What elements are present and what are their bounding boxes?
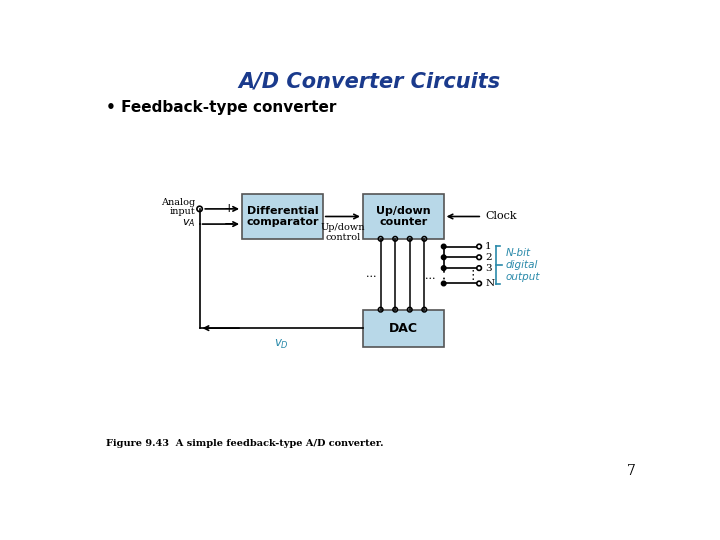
Text: N-bit
digital
output: N-bit digital output: [505, 248, 540, 281]
Circle shape: [441, 266, 446, 271]
Text: Clock: Clock: [485, 212, 517, 221]
Text: input: input: [170, 207, 196, 215]
Text: $v_D$: $v_D$: [274, 338, 289, 351]
Text: 3: 3: [485, 264, 492, 273]
Text: DAC: DAC: [389, 322, 418, 335]
Text: Up/down
control: Up/down control: [320, 222, 365, 242]
Text: −: −: [224, 218, 234, 231]
Text: 1: 1: [485, 242, 492, 251]
Bar: [363, 309, 444, 347]
Circle shape: [441, 244, 446, 249]
Circle shape: [441, 281, 446, 286]
Text: 7: 7: [626, 464, 636, 478]
Text: A/D Converter Circuits: A/D Converter Circuits: [238, 72, 500, 92]
Text: Figure 9.43  A simple feedback-type A/D converter.: Figure 9.43 A simple feedback-type A/D c…: [106, 439, 383, 448]
Text: N: N: [485, 279, 495, 288]
Circle shape: [441, 255, 446, 260]
Text: Up/down
counter: Up/down counter: [376, 206, 431, 227]
Text: 2: 2: [485, 253, 492, 262]
Text: Analog: Analog: [161, 198, 196, 207]
Text: Differential
comparator: Differential comparator: [246, 206, 319, 227]
Text: +: +: [224, 202, 234, 215]
Text: ⋮: ⋮: [467, 269, 480, 282]
Text: • Feedback-type converter: • Feedback-type converter: [106, 100, 336, 116]
Text: $v_A$: $v_A$: [182, 217, 196, 229]
Text: ...: ...: [366, 269, 376, 279]
Bar: [242, 194, 323, 239]
Text: ...: ...: [425, 271, 435, 281]
Bar: [363, 194, 444, 239]
